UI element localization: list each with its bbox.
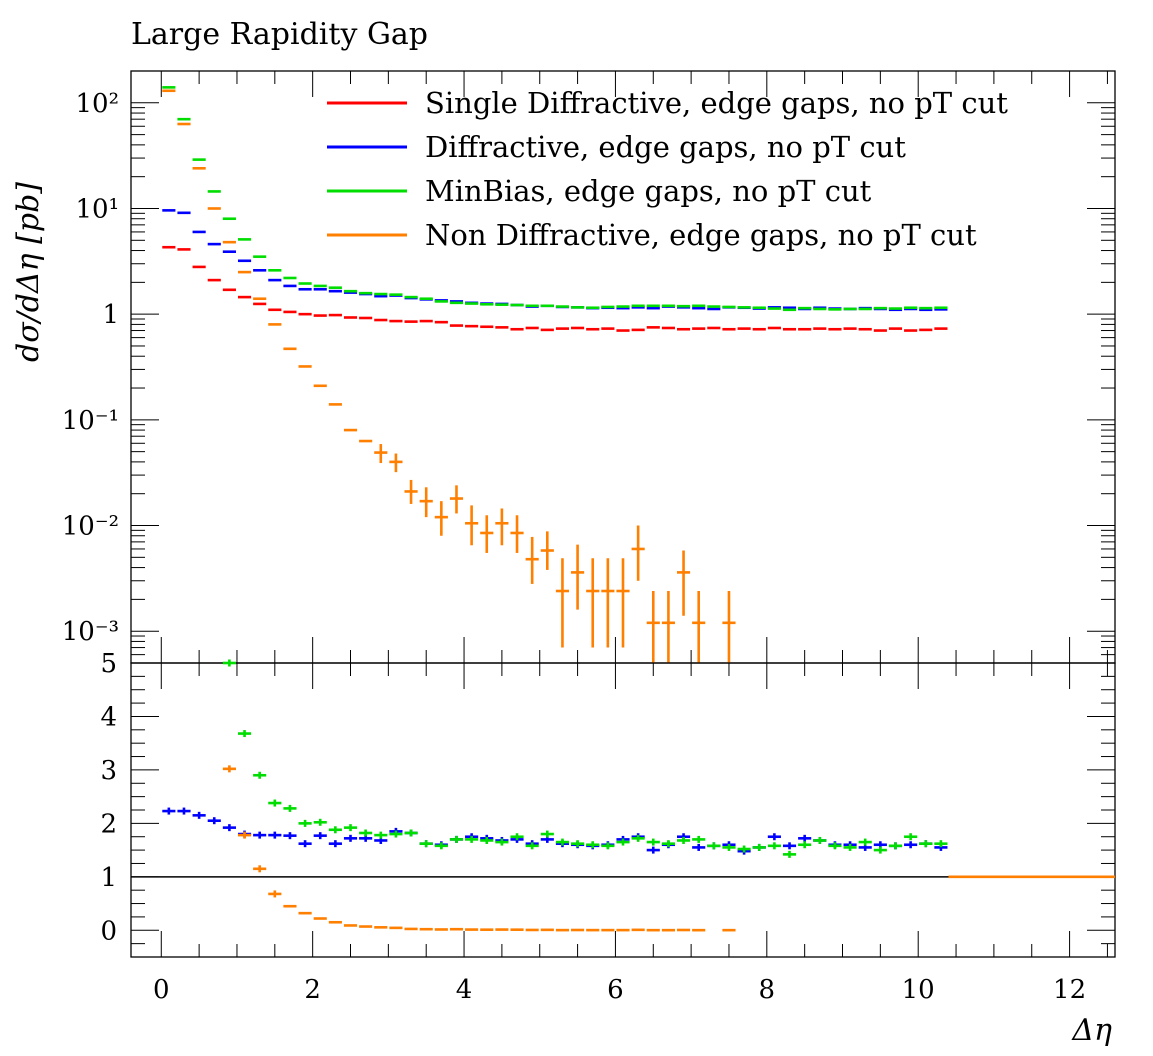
y-tick-label: 10⁻¹ — [62, 406, 119, 436]
y-tick-label: 10⁻³ — [62, 617, 119, 647]
x-axis-title: Δη — [1071, 1013, 1112, 1048]
y-tick-label: 4 — [100, 702, 117, 732]
y-tick-label: 0 — [100, 916, 117, 946]
y-tick-label: 10¹ — [75, 194, 119, 224]
main-panel: 10² 10¹ 1 10⁻¹ 10⁻² 10⁻³ dσ/dΔη [pb] — [11, 70, 1116, 957]
x-tick-label: 2 — [304, 975, 321, 1005]
y-tick-label: 1 — [100, 863, 117, 893]
y-tick-label: 10⁻² — [62, 512, 119, 542]
ratio-series-minbias — [222, 659, 948, 858]
legend-label-minbias: MinBias, edge gaps, no pT cut — [425, 174, 872, 208]
y-tick-label: 3 — [100, 756, 117, 786]
x-tick-label: 10 — [902, 975, 935, 1005]
x-tick-label: 0 — [153, 975, 170, 1005]
y-tick-label: 5 — [100, 649, 117, 679]
y-axis-title: dσ/dΔη [pb] — [11, 182, 46, 362]
ratio-frame — [130, 662, 1116, 958]
legend-label-single_diffractive: Single Diffractive, edge gaps, no pT cut — [425, 86, 1008, 120]
y-tick-label: 1 — [102, 300, 119, 330]
x-tick-label: 12 — [1053, 975, 1086, 1005]
x-tick-label: 6 — [607, 975, 624, 1005]
series-single_diffractive — [162, 245, 948, 332]
series-non_diffractive — [162, 89, 736, 663]
legend-label-non_diffractive: Non Diffractive, edge gaps, no pT cut — [425, 218, 977, 252]
legend-label-diffractive: Diffractive, edge gaps, no pT cut — [425, 130, 906, 164]
legend: Single Diffractive, edge gaps, no pT cut… — [327, 86, 1008, 252]
chart-title: Large Rapidity Gap — [131, 17, 428, 52]
y-tick-label: 2 — [100, 809, 117, 839]
x-tick-label: 4 — [456, 975, 473, 1005]
ratio-series-non_diffractive — [222, 765, 736, 932]
x-tick-label: 8 — [759, 975, 776, 1005]
ratio-series-diffractive — [162, 807, 948, 855]
series-minbias — [162, 86, 948, 312]
y-tick-label: 10² — [75, 89, 119, 119]
